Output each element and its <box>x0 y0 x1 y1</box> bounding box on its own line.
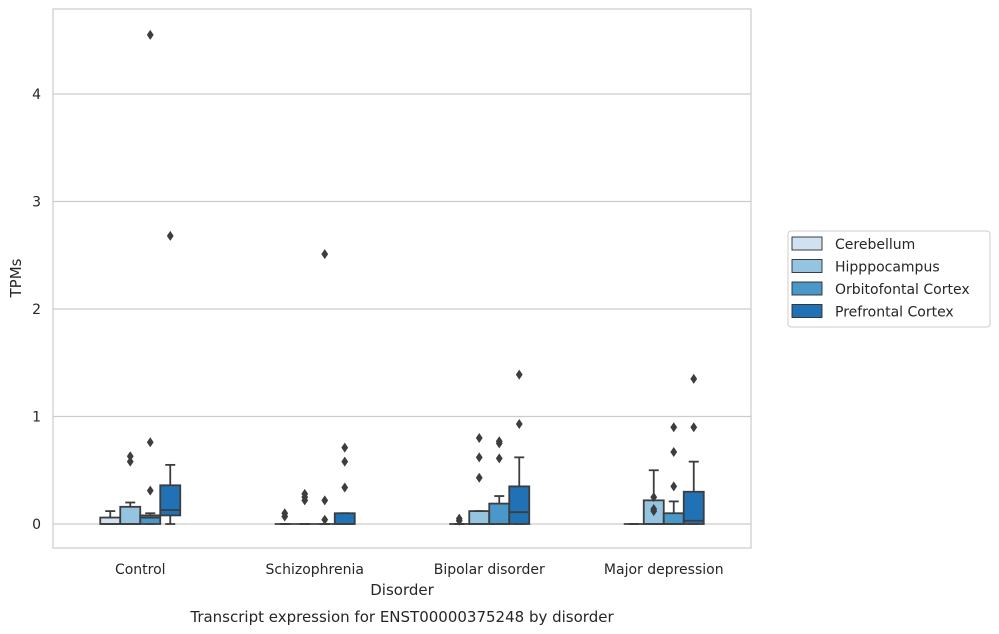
outlier-point <box>126 456 134 467</box>
outlier-point <box>475 472 483 483</box>
box-iqr <box>139 514 162 525</box>
box-2-0 <box>449 513 470 526</box>
box-1-2 <box>314 249 335 525</box>
box-1-1 <box>294 488 315 525</box>
x-axis-ticks: Control Schizophrenia Bipolar disorder Majo… <box>115 562 724 578</box>
chart-caption: Transcript expression for ENST0000037524… <box>189 608 614 626</box>
outlier-point <box>321 495 329 506</box>
outlier-point <box>455 513 463 524</box>
x-tick-label: Bipolar disorder <box>434 562 545 578</box>
box-iqr <box>468 510 491 525</box>
box-2-3 <box>508 369 531 525</box>
boxes <box>99 29 705 526</box>
y-tick-label: 3 <box>32 195 41 211</box>
outlier-point <box>690 422 698 433</box>
outlier-point <box>341 482 349 493</box>
box-iqr <box>333 512 356 525</box>
y-axis-ticks: 0 1 2 3 4 <box>32 87 41 533</box>
box-3-3 <box>682 373 705 525</box>
box-3-1 <box>642 469 665 525</box>
legend-swatch <box>791 236 823 251</box>
outlier-point <box>515 369 523 380</box>
box-1-0 <box>274 508 295 525</box>
outlier-point <box>281 508 289 519</box>
outlier-point <box>475 433 483 443</box>
outlier-point <box>341 456 349 467</box>
box-iqr <box>682 490 705 525</box>
legend-swatch <box>791 259 823 273</box>
outlier-point <box>341 442 349 453</box>
outlier-point <box>495 436 503 447</box>
box-iqr <box>159 484 182 517</box>
outlier-point <box>475 452 483 463</box>
outlier-point <box>146 29 154 40</box>
y-tick-label: 4 <box>32 87 41 103</box>
outlier-point <box>146 485 154 496</box>
legend-swatch <box>791 304 823 318</box>
box-iqr <box>488 502 511 525</box>
x-tick-label: Major depression <box>604 562 724 578</box>
y-tick-label: 0 <box>32 517 41 533</box>
box-3-2 <box>662 422 685 525</box>
y-tick-label: 2 <box>32 302 41 318</box>
box-2-2 <box>488 436 511 525</box>
outlier-point <box>146 437 154 448</box>
outlier-point <box>650 503 658 514</box>
outlier-point <box>690 373 698 384</box>
box-0-2 <box>139 29 162 525</box>
legend-label: Orbitofontal Cortex <box>835 282 970 298</box>
outlier-point <box>670 481 678 492</box>
outlier-point <box>321 514 329 525</box>
x-axis-label: Disorder <box>370 581 434 599</box>
outlier-point <box>495 453 503 464</box>
outlier-point <box>515 419 523 430</box>
x-tick-label: Control <box>115 562 166 578</box>
outlier-point <box>670 446 678 457</box>
box-1-3 <box>333 442 356 525</box>
legend-frame <box>787 230 991 328</box>
outlier-point <box>301 488 309 499</box>
legend-label: Hipppocampus <box>835 260 940 276</box>
outlier-point <box>126 451 134 462</box>
box-iqr <box>508 485 531 525</box>
plot-area <box>52 8 752 549</box>
box-iqr <box>119 505 142 525</box>
outlier-point <box>321 249 329 260</box>
box-iqr <box>662 512 685 525</box>
x-tick-label: Schizophrenia <box>266 562 364 578</box>
legend-label: Prefrontal Cortex <box>835 305 954 321</box>
outlier-point <box>166 230 174 241</box>
legend: Cerebellum Hipppocampus Orbitofontal Corte… <box>787 230 991 328</box>
outlier-point <box>670 422 678 433</box>
outlier-point <box>650 492 658 503</box>
box-0-3 <box>159 230 182 525</box>
box-iqr <box>99 516 122 525</box>
legend-swatch <box>791 281 823 296</box>
legend-label: Cerebellum <box>835 237 915 253</box>
y-axis-label: TPMs <box>7 258 25 298</box>
y-tick-label: 1 <box>32 410 41 426</box>
